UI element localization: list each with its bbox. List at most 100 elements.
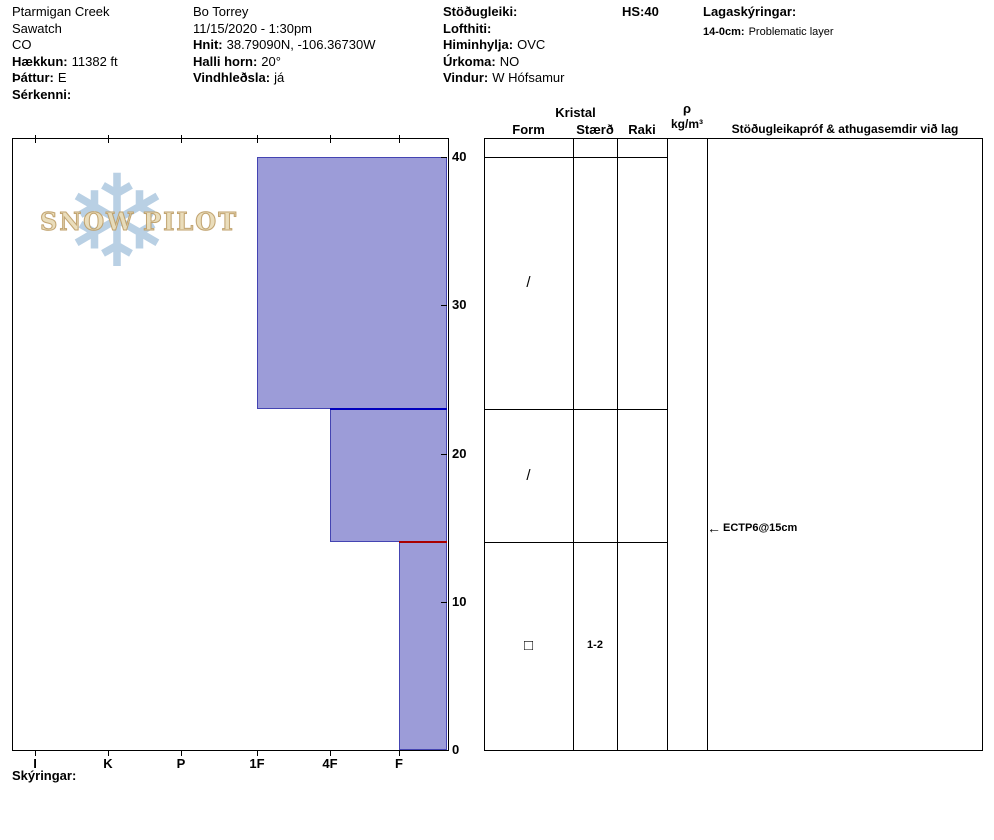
- layer-boundary-line: [399, 541, 447, 543]
- precip-value: NO: [499, 53, 520, 69]
- size-column-header: Stærð: [576, 122, 614, 137]
- snowpilot-logo-text: SNOW PILOT: [39, 207, 246, 237]
- snow-layer-bar: [330, 409, 447, 542]
- hardness-tick-top: [399, 135, 400, 143]
- observer-name: Bo Torrey: [193, 4, 249, 19]
- slope-row: Halli horn: 20°: [193, 54, 376, 71]
- depth-tick: [441, 305, 447, 306]
- site-name: Ptarmigan Creek: [12, 4, 110, 19]
- precip-row: Úrkoma: NO: [443, 54, 565, 71]
- wind-label: Vindur:: [443, 70, 489, 86]
- snow-layer-bar: [257, 157, 447, 409]
- hardness-axis-label: P: [176, 756, 186, 771]
- sky-value: OVC: [517, 37, 546, 53]
- layer-note-label: 14-0cm:: [703, 25, 745, 38]
- elevation-row: Hækkun: 11382 ft: [12, 54, 118, 71]
- crystal-form-symbol: /: [526, 274, 531, 291]
- stability-test-text: ECTP6@15cm: [723, 522, 798, 534]
- divider-density-stability: [707, 138, 708, 751]
- airtemp-row: Lofthiti:: [443, 21, 565, 38]
- aspect-value: E: [57, 70, 67, 86]
- sky-label: Himinhylja:: [443, 37, 514, 53]
- slope-label: Halli horn:: [193, 53, 258, 69]
- hardness-tick-bottom: [181, 750, 182, 756]
- special-label: Sérkenni:: [12, 86, 72, 102]
- hardness-axis-label: I: [33, 756, 37, 771]
- hardness-axis-label: 1F: [249, 756, 265, 771]
- layer-note-row: 14-0cm: Problematic layer: [703, 24, 834, 41]
- stability-column-header: Stöðugleikapróf & athugasemdir við lag: [731, 122, 959, 136]
- stability-test-annotation: ← ECTP6@15cm: [707, 520, 797, 536]
- coords-row: Hnit: 38.79090N, -106.36730W: [193, 37, 376, 54]
- hardness-tick-top: [108, 135, 109, 143]
- hardness-tick-bottom: [108, 750, 109, 756]
- wind-row: Vindur: W Hófsamur: [443, 70, 565, 87]
- hardness-axis-label: 4F: [322, 756, 338, 771]
- coords-value: 38.79090N, -106.36730W: [226, 37, 376, 53]
- depth-tick: [441, 454, 447, 455]
- moisture-column-header: Raki: [628, 122, 656, 137]
- aspect-label: Þáttur:: [12, 70, 54, 86]
- depth-axis-label: 20: [452, 446, 467, 461]
- special-row: Sérkenni:: [12, 87, 118, 104]
- hardness-tick-top: [257, 135, 258, 143]
- density-unit-header: kg/m³: [670, 117, 703, 131]
- logo-word-snow: SNOW: [39, 207, 136, 237]
- profile-plot-frame: [12, 138, 449, 751]
- hardness-tick-bottom: [257, 750, 258, 756]
- windload-value: já: [274, 70, 285, 86]
- hs-row: HS:40: [622, 4, 659, 21]
- panel-layer-boundary: [484, 157, 667, 158]
- hardness-axis-label: K: [103, 756, 113, 771]
- sky-row: Himinhylja: OVC: [443, 37, 565, 54]
- crystal-panel-frame: [484, 138, 983, 751]
- wind-value: W Hófsamur: [492, 70, 565, 86]
- elevation-value: 11382 ft: [71, 53, 118, 69]
- precip-label: Úrkoma:: [443, 53, 496, 69]
- footer-notes-label: Skýringar:: [12, 768, 77, 783]
- panel-layer-boundary: [484, 409, 667, 410]
- depth-axis-label: 10: [452, 594, 467, 609]
- layer-note-value: Problematic layer: [748, 25, 834, 38]
- form-column-header: Form: [512, 122, 545, 137]
- hardness-tick-top: [181, 135, 182, 143]
- depth-tick: [441, 157, 447, 158]
- site-info-column: Ptarmigan Creek Sawatch CO Hækkun: 11382 …: [12, 4, 118, 104]
- crystal-size-value: 1-2: [587, 639, 603, 651]
- divider-moisture-density: [667, 138, 668, 751]
- hs-label: HS:: [622, 4, 645, 19]
- hardness-tick-bottom: [330, 750, 331, 756]
- crystal-form-symbol: /: [526, 466, 531, 484]
- divider-size-moisture: [617, 138, 618, 751]
- snow-layer-bar: [399, 542, 447, 750]
- arrow-left-icon: ←: [707, 520, 721, 536]
- kristal-header: Kristal: [555, 105, 596, 120]
- snowpilot-logo: ❄ SNOW PILOT: [38, 151, 236, 294]
- airtemp-label: Lofthiti:: [443, 20, 492, 36]
- divider-form-size: [573, 138, 574, 751]
- hardness-tick-top: [35, 135, 36, 143]
- slope-value: 20°: [261, 53, 281, 69]
- conditions-column: Stöðugleiki: Lofthiti: Himinhylja: OVC Úr…: [443, 4, 565, 87]
- depth-tick: [441, 602, 447, 603]
- snowflake-icon: ❄: [63, 151, 171, 294]
- layer-boundary-line: [330, 408, 447, 410]
- hardness-tick-bottom: [399, 750, 400, 756]
- density-symbol-header: ρ: [682, 101, 692, 116]
- hardness-axis-label: F: [395, 756, 403, 771]
- snow-height-column: HS:40: [622, 4, 659, 21]
- logo-word-pilot: PILOT: [143, 207, 239, 237]
- observation-datetime: 11/15/2020 - 1:30pm: [193, 20, 313, 36]
- aspect-row: Þáttur: E: [12, 70, 118, 87]
- depth-axis-label: 0: [452, 742, 460, 757]
- depth-axis-label: 40: [452, 149, 467, 164]
- windload-row: Vindhleðsla: já: [193, 70, 376, 87]
- layer-notes-title: Lagaskýringar:: [703, 4, 797, 19]
- stability-row: Stöðugleiki:: [443, 4, 565, 21]
- site-range: Sawatch: [12, 20, 62, 36]
- crystal-form-symbol: □: [523, 637, 534, 654]
- hardness-tick-bottom: [35, 750, 36, 756]
- windload-label: Vindhleðsla:: [193, 70, 271, 86]
